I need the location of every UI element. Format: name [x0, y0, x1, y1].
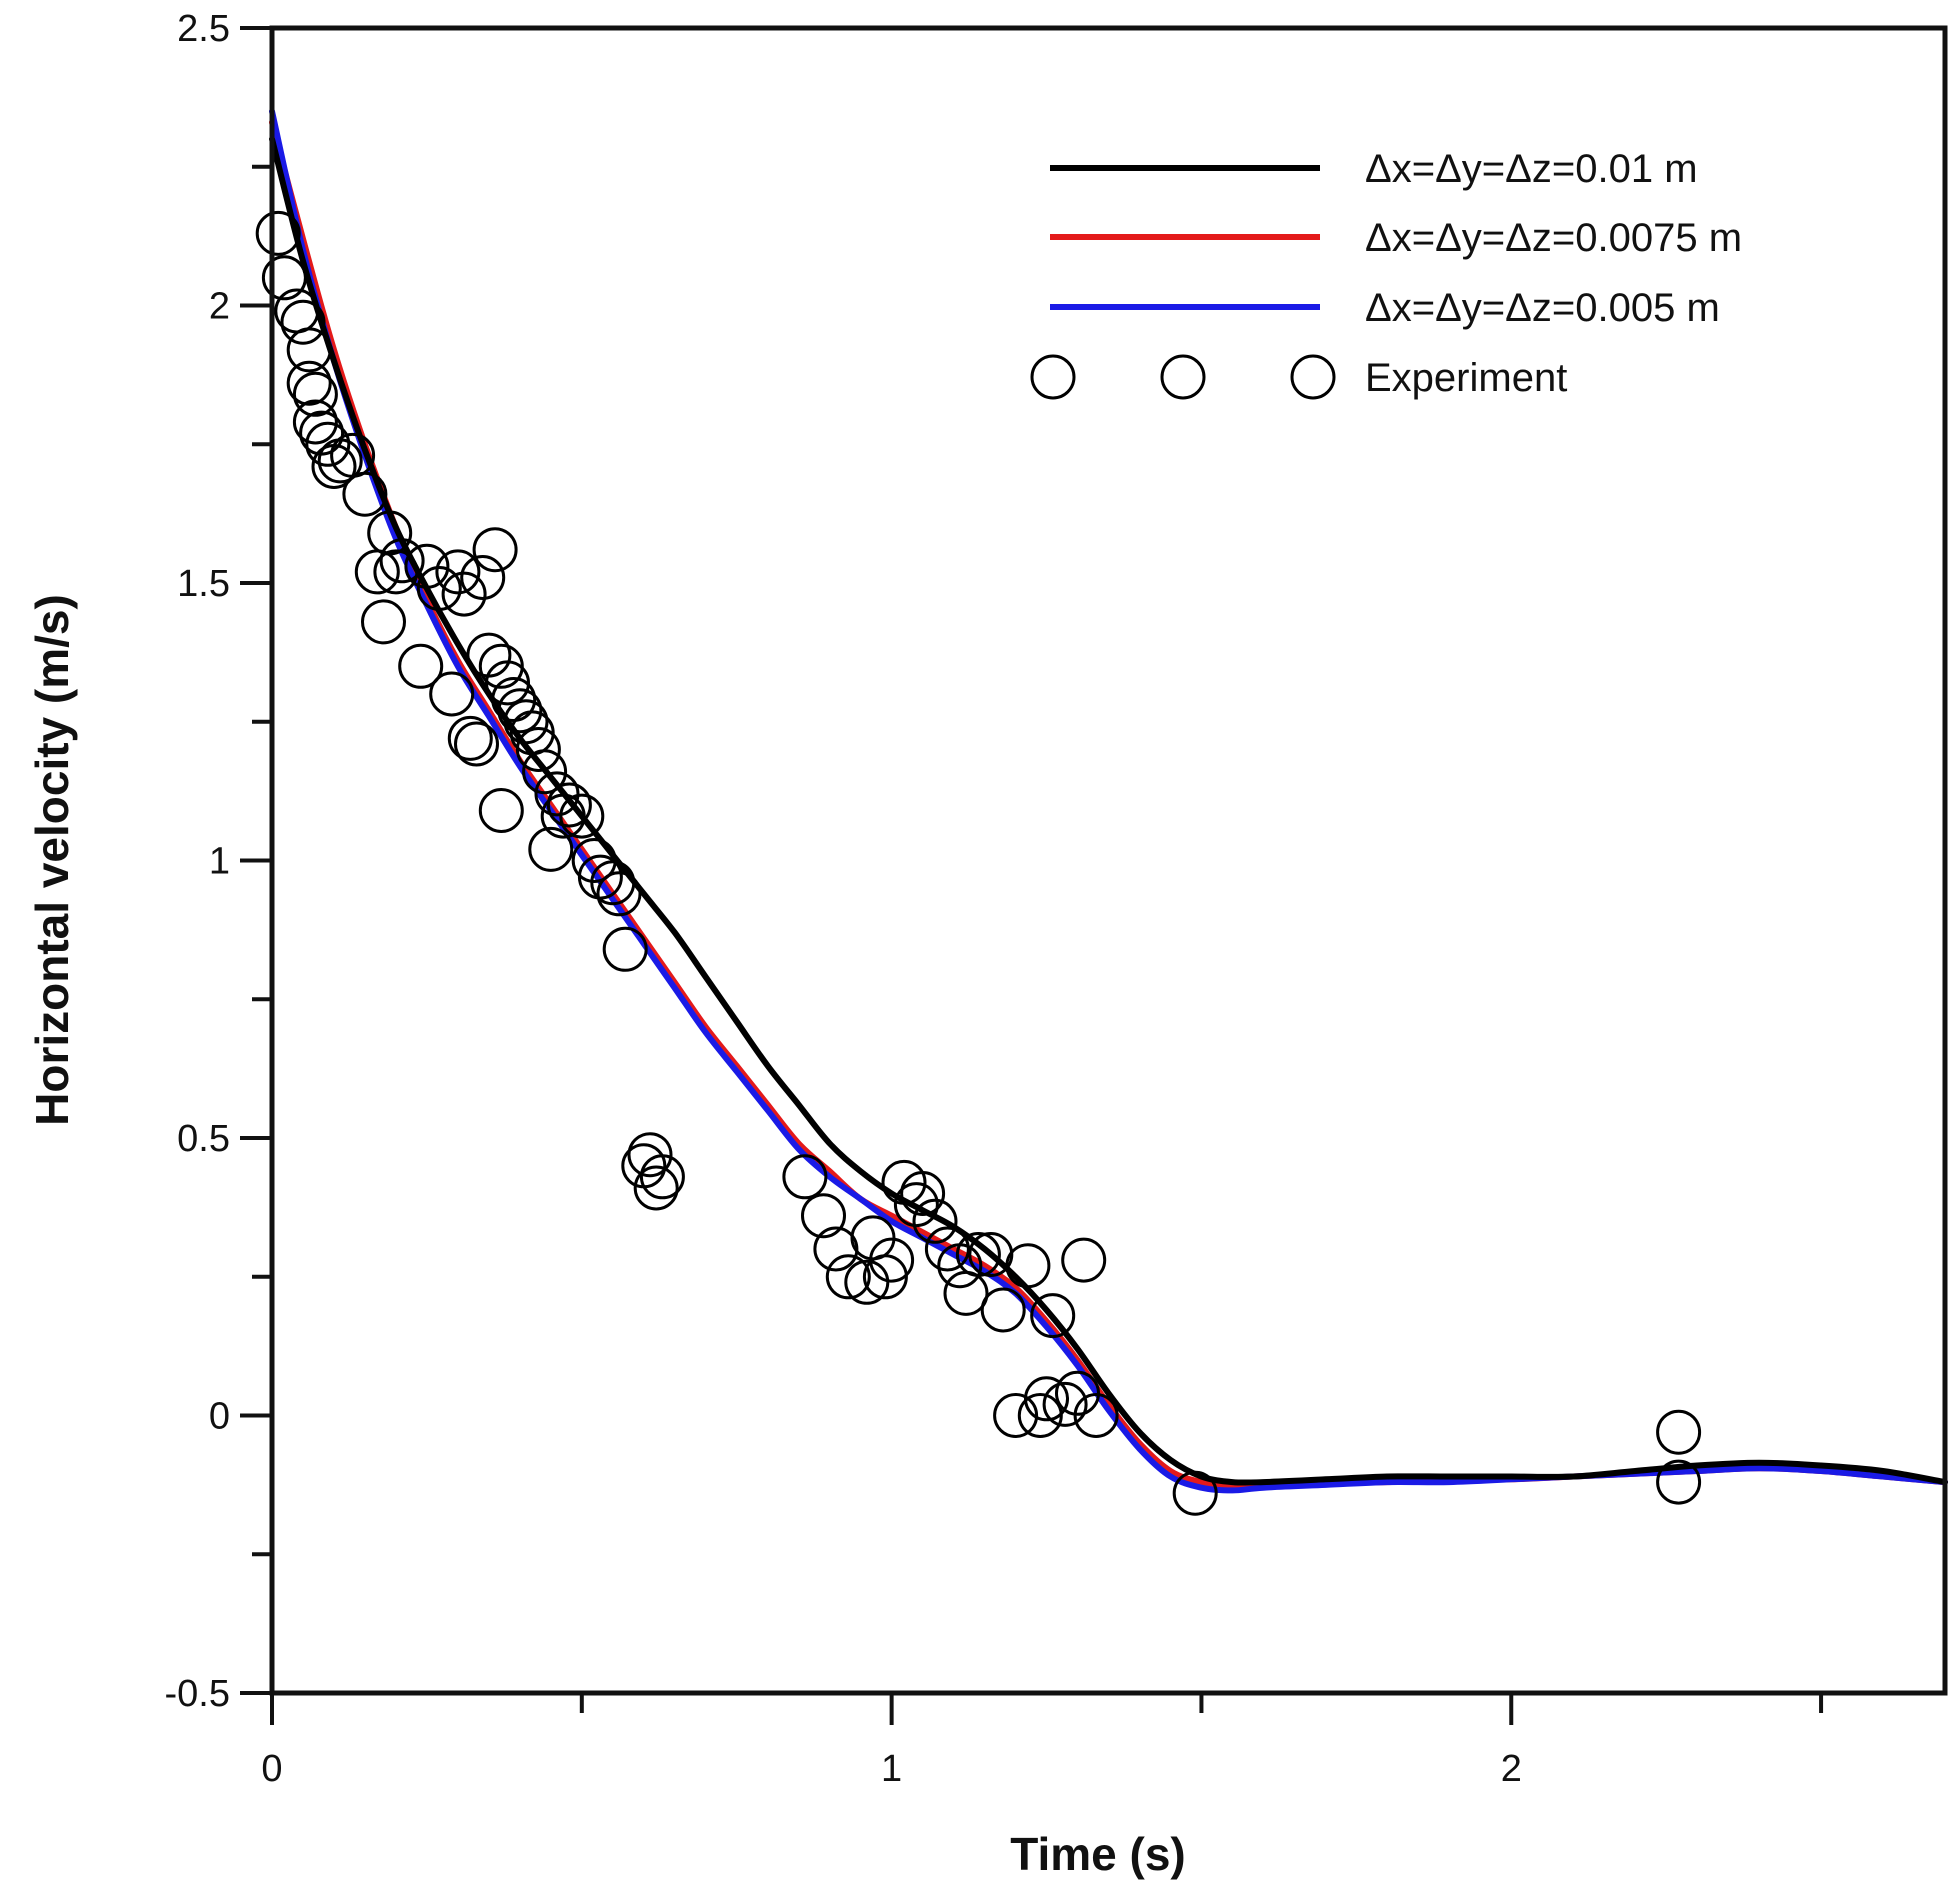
experiment-point [924, 1226, 970, 1272]
experiment-point [429, 671, 475, 717]
experiment-point [900, 1171, 946, 1216]
experiment-point [1005, 1243, 1051, 1289]
legend-experiment-marker [1030, 354, 1076, 400]
experiment-point [398, 643, 444, 689]
experiment-point [528, 826, 574, 872]
experiment-point [825, 1254, 871, 1300]
experiment-point [1073, 1393, 1119, 1438]
experiment-point [1024, 1376, 1069, 1422]
legend-label-experiment: Experiment [1365, 356, 1567, 400]
experiment-point [782, 1154, 828, 1200]
experiment-point [354, 549, 400, 595]
experiment-point [441, 571, 487, 617]
experiment-point [261, 255, 307, 301]
experiment-point [596, 871, 642, 917]
markers-layer [255, 210, 1702, 1516]
experiment-point [801, 1193, 846, 1239]
experiment-point [435, 549, 481, 595]
experiment-point [1061, 1237, 1107, 1283]
experiment-point [869, 1237, 915, 1283]
experiment-point [447, 715, 493, 761]
x-tick-label: 0 [261, 1748, 282, 1790]
experiment-point [379, 538, 425, 584]
experiment-point [255, 210, 301, 256]
experiment-point [466, 632, 512, 678]
experiment-point [373, 549, 419, 595]
experiment-point [844, 1259, 890, 1305]
experiment-point [361, 599, 406, 645]
x-tick-label: 2 [1501, 1748, 1522, 1790]
experiment-point [602, 926, 648, 972]
experiment-point [497, 688, 543, 734]
series-line-mesh-001 [269, 136, 1948, 1486]
experiment-point [546, 782, 592, 828]
experiment-point [1030, 1293, 1076, 1339]
experiment-point [280, 299, 326, 345]
experiment-point [478, 788, 524, 833]
legend: Δx=Δy=Δz=0.01 m Δx=Δy=Δz=0.0075 m Δx=Δy=… [1030, 147, 1742, 400]
y-tick-label: 1.5 [177, 563, 230, 605]
experiment-point [1172, 1470, 1218, 1516]
y-tick-label: 1 [209, 841, 230, 883]
experiment-point [404, 543, 450, 589]
x-tick-label: 1 [881, 1748, 902, 1790]
experiment-point [503, 699, 549, 745]
y-tick-label: 0 [209, 1396, 230, 1438]
legend-label-mesh-00075: Δx=Δy=Δz=0.0075 m [1365, 216, 1742, 260]
experiment-point [286, 360, 332, 406]
y-tick-label: -0.5 [165, 1673, 230, 1715]
experiment-point [1656, 1409, 1702, 1455]
experiment-point [305, 421, 351, 467]
experiment-point [943, 1270, 989, 1316]
experiment-point [460, 555, 506, 600]
experiment-point [955, 1232, 1001, 1277]
ticks-layer [240, 26, 1824, 1725]
experiment-point [367, 510, 413, 556]
y-axis-title: Horizontal velocity (m/s) [26, 594, 78, 1126]
x-axis-title: Time (s) [1010, 1828, 1186, 1880]
y-tick-label: 2.5 [177, 8, 230, 50]
legend-experiment-marker [1160, 354, 1206, 400]
experiment-point [342, 471, 388, 517]
experiment-point [472, 527, 518, 573]
experiment-point [540, 793, 586, 839]
experiment-point [416, 566, 462, 611]
tick-labels-layer: -0.5 0 0.5 1 1.5 2 2.5 0 1 2 [165, 8, 1522, 1790]
experiment-point [292, 371, 338, 417]
experiment-point [639, 1154, 685, 1200]
experiment-point [515, 727, 561, 772]
legend-label-mesh-001: Δx=Δy=Δz=0.01 m [1365, 147, 1698, 191]
plot-frame [269, 25, 1948, 1696]
y-tick-label: 0.5 [177, 1118, 230, 1160]
experiment-point [1042, 1381, 1088, 1427]
experiment-point [893, 1182, 939, 1228]
experiment-point [534, 771, 580, 817]
experiment-point [980, 1287, 1026, 1333]
experiment-point [454, 721, 499, 767]
experiment-point [912, 1198, 958, 1244]
experiment-point [633, 1165, 679, 1211]
experiment-point [292, 399, 338, 445]
legend-experiment-marker [1290, 354, 1336, 400]
y-tick-label: 2 [209, 286, 230, 328]
experiment-point [590, 860, 636, 906]
experiment-point [1656, 1459, 1702, 1505]
experiment-point [627, 1132, 673, 1178]
legend-label-mesh-0005: Δx=Δy=Δz=0.005 m [1365, 286, 1720, 330]
experiment-point [559, 793, 605, 839]
experiment-point [993, 1393, 1039, 1438]
experiment-point [522, 749, 568, 795]
experiment-point [286, 327, 332, 373]
